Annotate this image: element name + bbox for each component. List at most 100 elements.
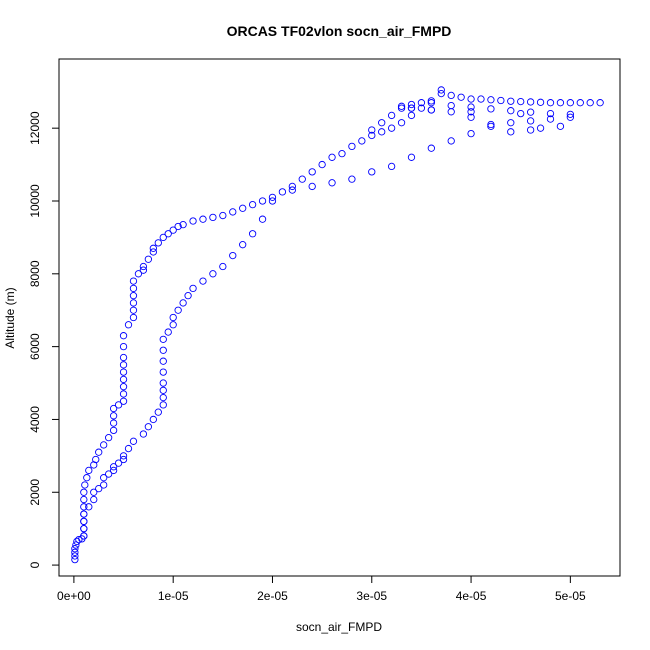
- data-point: [95, 448, 103, 456]
- data-points: [71, 86, 604, 564]
- data-point: [154, 408, 162, 416]
- data-point: [109, 426, 118, 435]
- data-point: [169, 226, 177, 234]
- data-point: [73, 537, 81, 546]
- data-point: [119, 397, 128, 405]
- data-point: [119, 455, 128, 464]
- data-point: [129, 284, 138, 293]
- data-point: [119, 383, 128, 391]
- data-point: [526, 117, 535, 125]
- data-point: [596, 99, 604, 107]
- data-point: [129, 437, 138, 445]
- data-point: [81, 481, 89, 489]
- data-point: [164, 230, 172, 238]
- data-point: [328, 179, 336, 187]
- data-point: [229, 208, 237, 216]
- data-point: [507, 97, 515, 105]
- data-point: [566, 113, 575, 121]
- data-point: [129, 277, 138, 285]
- data-point: [129, 292, 138, 300]
- data-point: [159, 335, 167, 343]
- data-point: [526, 98, 535, 106]
- data-point: [487, 120, 495, 129]
- data-point: [169, 321, 177, 329]
- data-point: [100, 474, 108, 482]
- data-point: [467, 103, 475, 111]
- data-point: [124, 321, 133, 329]
- x-axis: 0e+00 1e-05 2e-05 3e-05 4e-05 5e-05: [57, 575, 586, 603]
- data-point: [90, 488, 98, 496]
- data-point: [149, 244, 157, 252]
- data-point: [109, 419, 118, 427]
- data-point: [417, 104, 426, 112]
- x-tick-label: 0e+00: [57, 589, 91, 603]
- data-point: [378, 119, 386, 127]
- data-point: [328, 153, 336, 161]
- data-point: [179, 299, 187, 307]
- y-tick-label: 8000: [28, 260, 42, 287]
- data-point: [71, 555, 79, 564]
- data-point: [92, 455, 100, 464]
- data-point: [119, 353, 128, 362]
- data-point: [507, 119, 515, 127]
- data-point: [358, 137, 366, 145]
- data-point: [83, 474, 91, 482]
- data-point: [407, 100, 416, 109]
- data-point: [159, 386, 167, 394]
- data-point: [348, 142, 356, 151]
- data-point: [258, 215, 267, 223]
- data-point: [80, 532, 88, 540]
- data-point: [387, 162, 396, 171]
- y-tick-label: 6000: [28, 333, 42, 360]
- data-point: [467, 108, 475, 116]
- data-point: [119, 390, 128, 398]
- data-point: [467, 113, 475, 121]
- chart-title: ORCAS TF02vlon socn_air_FMPD: [227, 23, 452, 39]
- data-point: [387, 124, 396, 132]
- data-point: [507, 128, 515, 136]
- data-point: [80, 495, 88, 504]
- x-tick-label: 5e-05: [555, 589, 586, 603]
- data-point: [100, 481, 108, 489]
- data-point: [338, 150, 346, 158]
- data-point: [80, 503, 88, 511]
- data-point: [159, 401, 167, 409]
- data-point: [487, 105, 495, 113]
- data-point: [427, 97, 435, 105]
- data-point: [119, 332, 128, 340]
- data-point: [497, 96, 505, 105]
- data-point: [209, 213, 217, 222]
- data-point: [199, 277, 207, 285]
- data-point: [139, 262, 148, 271]
- data-point: [75, 535, 83, 544]
- data-point: [586, 99, 594, 107]
- x-tick-label: 4e-05: [456, 589, 487, 603]
- data-point: [546, 109, 555, 118]
- data-point: [507, 107, 515, 115]
- data-point: [556, 99, 565, 107]
- data-point: [427, 144, 435, 152]
- data-point: [447, 108, 455, 116]
- data-point: [164, 328, 172, 336]
- data-point: [179, 221, 187, 229]
- y-tick-label: 4000: [28, 406, 42, 433]
- data-point: [467, 129, 475, 138]
- data-point: [154, 239, 162, 247]
- data-point: [85, 466, 93, 475]
- data-point: [159, 357, 167, 365]
- data-point: [467, 95, 475, 103]
- data-point: [174, 222, 182, 231]
- data-point: [268, 193, 277, 202]
- data-point: [129, 299, 138, 307]
- data-point: [159, 393, 167, 402]
- data-point: [536, 98, 545, 106]
- data-point: [104, 433, 113, 442]
- data-point: [109, 463, 118, 471]
- data-point: [219, 211, 227, 220]
- data-point: [71, 545, 79, 553]
- data-point: [100, 441, 108, 449]
- data-point: [80, 525, 88, 533]
- y-axis: 0 2000 4000 6000 8000 10000 12000: [28, 111, 60, 568]
- data-point: [149, 415, 157, 424]
